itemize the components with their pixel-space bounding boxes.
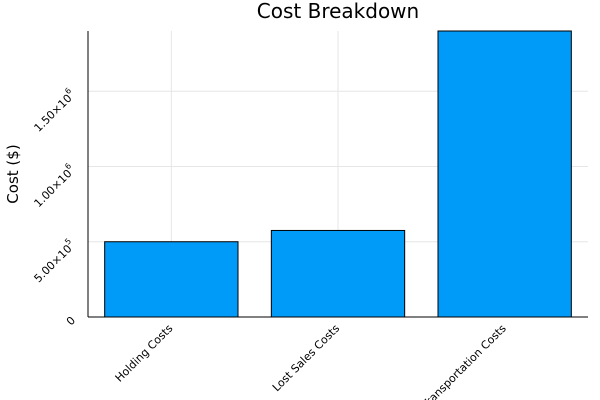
bar-layer [104,30,572,318]
x-tick-label: Lost Sales Costs [270,322,342,394]
x-tick-label: Holding Costs [113,322,176,385]
bar-3 [437,30,572,318]
axis-layer [87,31,588,318]
chart-title: Cost Breakdown [257,0,419,23]
y-tick-label: 1.50×106 [29,86,78,135]
x-tick-label: Transportation Costs [419,322,509,400]
x-tick-layer: Holding Costs Lost Sales Costs Transportat… [113,322,509,400]
y-tick-label: 5.00×105 [29,237,78,286]
y-axis-label: Cost ($) [4,144,22,203]
bar-1 [104,241,239,318]
y-tick-layer: 0 5.00×105 1.00×106 1.50×106 [29,86,78,328]
y-tick-label: 1.00×106 [29,161,78,210]
y-tick-label: 0 [64,314,78,328]
bar-2 [270,229,406,318]
